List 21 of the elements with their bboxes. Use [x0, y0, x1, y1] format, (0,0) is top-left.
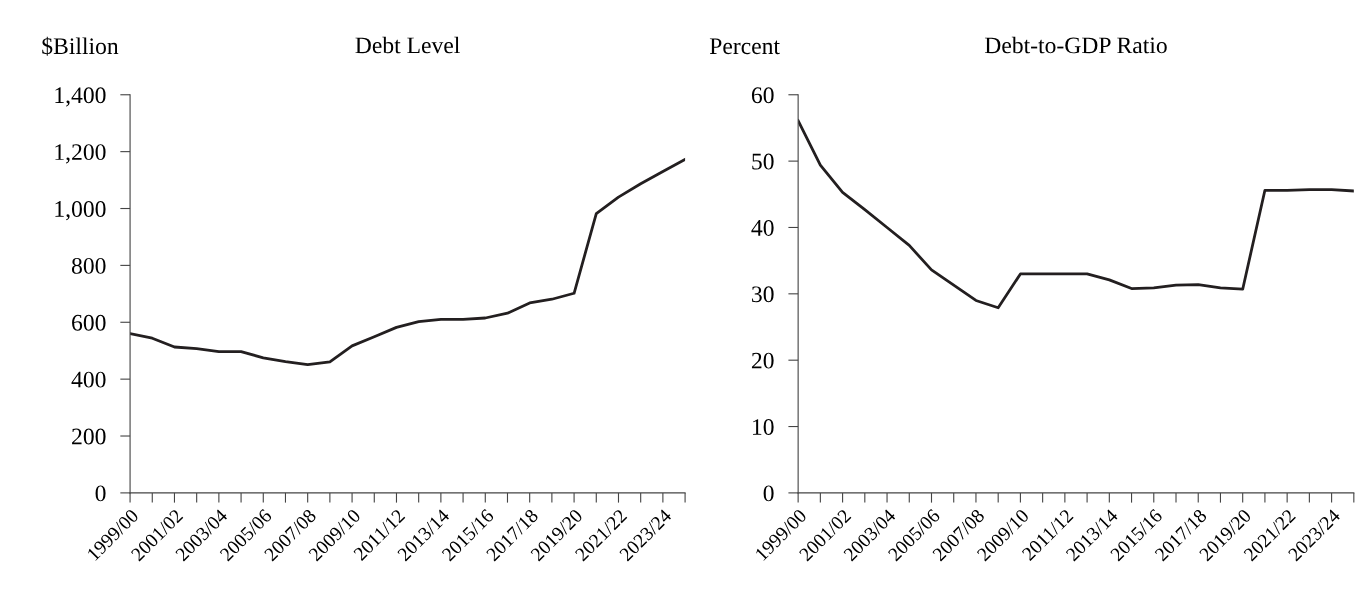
chart-title: Debt-to-GDP Ratio: [984, 36, 1167, 54]
y-tick-label: 400: [71, 371, 106, 388]
y-tick-label: 0: [95, 485, 106, 502]
y-tick-label: 30: [752, 286, 774, 303]
y-tick-label: 800: [71, 257, 106, 274]
y-tick-label: 1,200: [55, 144, 106, 164]
chart-title: Debt Level: [355, 36, 460, 54]
y-tick-label: 0: [763, 485, 774, 502]
y-tick-label: 10: [752, 419, 774, 435]
y-tick-label: 600: [72, 314, 106, 331]
y-tick-label: 1,000: [55, 201, 106, 221]
y-tick-label: 1,400: [55, 87, 106, 107]
y-tick-label: 60: [751, 87, 774, 104]
y-tick-label: 50: [752, 153, 774, 170]
y-axis-title: Percent: [709, 38, 780, 55]
y-tick-label: 200: [72, 428, 106, 445]
line-series: [798, 119, 1354, 310]
line-series: [130, 157, 686, 367]
y-axis-title: $Billion: [42, 36, 119, 56]
y-tick-label: 20: [751, 352, 774, 369]
y-tick-label: 40: [751, 219, 774, 236]
